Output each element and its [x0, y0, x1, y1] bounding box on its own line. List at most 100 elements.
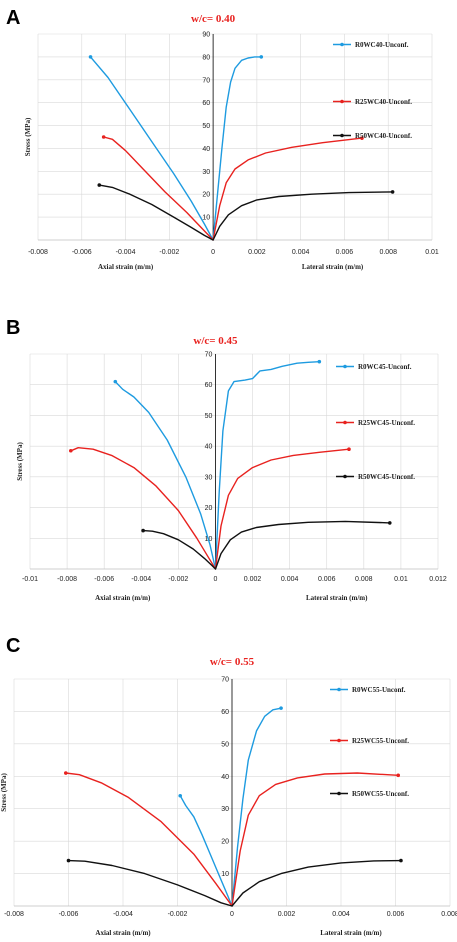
- x-tick-label: 0.01: [394, 576, 408, 583]
- y-tick-label: 50: [205, 413, 213, 420]
- x-tick-label: 0.006: [336, 249, 354, 256]
- y-tick-label: 30: [202, 169, 210, 176]
- panel-letter: C: [6, 635, 20, 657]
- y-tick-label: 40: [202, 146, 210, 153]
- panel-letter: B: [6, 317, 20, 339]
- series-endpoint-marker: [387, 521, 392, 525]
- chart-title: w/c= 0.45: [193, 335, 238, 347]
- y-tick-label: 50: [202, 123, 210, 130]
- series-endpoint-marker: [63, 771, 68, 775]
- y-axis-label: Stress (MPa): [24, 117, 32, 156]
- x-axis-label-axial: Axial strain (m/m): [95, 594, 151, 602]
- legend-marker: [343, 474, 347, 479]
- x-tick-label: -0.006: [59, 911, 79, 918]
- series-endpoint-marker: [390, 190, 395, 194]
- x-tick-label: 0.008: [355, 576, 373, 583]
- series-endpoint-marker: [259, 55, 264, 59]
- x-tick-label: 0: [211, 249, 215, 256]
- series-endpoint-marker: [66, 858, 71, 863]
- legend-marker: [337, 791, 341, 796]
- legend-label: R0WC55-Unconf.: [352, 686, 406, 694]
- series-line: [89, 56, 262, 241]
- legend-label: R50WC40-Unconf.: [355, 132, 412, 140]
- legend-label: R25WC45-Unconf.: [358, 419, 415, 427]
- series-endpoint-marker: [178, 793, 183, 798]
- y-tick-label: 50: [221, 741, 229, 748]
- legend-label: R25WC40-Unconf.: [355, 98, 412, 106]
- x-tick-label: -0.004: [116, 249, 136, 256]
- legend-marker: [337, 738, 341, 743]
- series-endpoint-marker: [360, 136, 364, 140]
- x-tick-label: 0.004: [332, 911, 350, 918]
- series-endpoint-marker: [279, 706, 283, 710]
- series-line: [142, 520, 391, 570]
- y-axis-label: Stress (MPa): [0, 773, 8, 812]
- series-line: [102, 136, 363, 241]
- x-tick-label: 0.002: [248, 249, 266, 256]
- x-tick-label: 0.002: [244, 576, 262, 583]
- y-tick-label: 30: [205, 474, 213, 481]
- series-endpoint-marker: [97, 183, 102, 187]
- chart-title: w/c= 0.40: [191, 13, 236, 25]
- x-tick-label: -0.004: [131, 576, 151, 583]
- x-tick-label: -0.002: [168, 911, 188, 918]
- legend-label: R0WC45-Unconf.: [358, 363, 412, 371]
- y-tick-label: 40: [221, 774, 229, 781]
- x-tick-label: 0.008: [379, 249, 397, 256]
- series-endpoint-marker: [396, 773, 401, 778]
- x-tick-label: 0.01: [425, 249, 439, 256]
- series-line: [114, 361, 320, 570]
- series-line: [98, 184, 394, 241]
- x-tick-label: -0.008: [57, 576, 77, 583]
- y-tick-label: 40: [205, 444, 213, 451]
- y-tick-label: 60: [221, 709, 229, 716]
- y-tick-label: 70: [202, 77, 210, 84]
- x-axis-label-lateral: Lateral strain (m/m): [306, 594, 368, 602]
- legend-marker: [340, 42, 344, 47]
- legend-marker: [343, 420, 347, 425]
- y-tick-label: 60: [205, 382, 213, 389]
- series-endpoint-marker: [88, 55, 93, 59]
- x-axis-label-lateral: Lateral strain (m/m): [302, 263, 364, 271]
- series-line: [179, 707, 282, 907]
- legend-marker: [343, 364, 347, 369]
- series-endpoint-marker: [69, 448, 73, 453]
- y-tick-label: 20: [202, 192, 210, 199]
- legend-marker: [340, 133, 344, 138]
- series-endpoint-marker: [141, 528, 145, 533]
- y-tick-label: 60: [202, 100, 210, 107]
- y-tick-label: 10: [202, 215, 210, 222]
- x-tick-label: -0.004: [113, 911, 133, 918]
- chart-panel-c: Cw/c= 0.55 -0.008 -0.006 -0.004 -0.002 0 0.002…: [0, 635, 457, 937]
- series-endpoint-marker: [317, 359, 322, 364]
- y-tick-label: 20: [205, 505, 213, 512]
- y-axis-label: Stress (MPa): [16, 442, 24, 481]
- x-tick-label: 0: [230, 911, 234, 918]
- x-tick-label: -0.006: [94, 576, 114, 583]
- x-tick-label: 0.006: [318, 576, 336, 583]
- y-tick-label: 80: [202, 54, 210, 61]
- x-tick-label: 0.012: [429, 576, 447, 583]
- x-axis-label-lateral: Lateral strain (m/m): [320, 929, 382, 937]
- x-tick-label: -0.006: [72, 249, 92, 256]
- series-line: [65, 772, 399, 907]
- series-line: [70, 447, 350, 570]
- legend-label: R0WC40-Unconf.: [355, 41, 409, 49]
- series-endpoint-marker: [113, 379, 118, 384]
- y-tick-label: 90: [202, 32, 210, 39]
- x-tick-label: 0.004: [292, 249, 310, 256]
- x-tick-label: -0.01: [22, 576, 38, 583]
- y-tick-label: 10: [221, 871, 229, 878]
- y-tick-label: 20: [221, 839, 229, 846]
- x-tick-label: 0.008: [441, 911, 457, 918]
- chart-title: w/c= 0.55: [210, 656, 255, 668]
- x-tick-label: -0.002: [168, 576, 188, 583]
- legend-marker: [340, 99, 344, 104]
- legend-label: R50WC45-Unconf.: [358, 473, 415, 481]
- x-tick-label: -0.002: [159, 249, 179, 256]
- x-tick-label: 0.002: [278, 911, 296, 918]
- series-endpoint-marker: [101, 135, 106, 139]
- series-endpoint-marker: [347, 447, 351, 452]
